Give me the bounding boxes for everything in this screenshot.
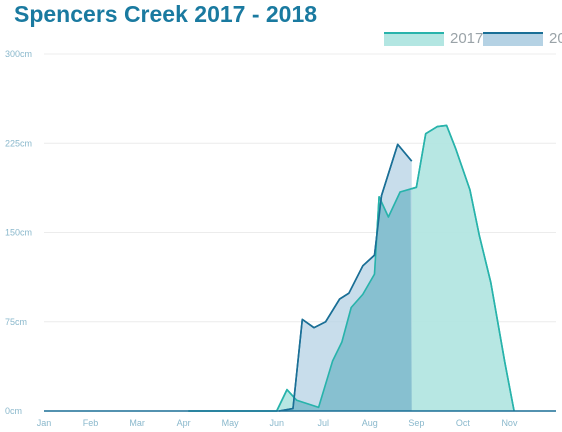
overlap-area <box>279 189 412 411</box>
y-tick-label: 75cm <box>5 317 27 327</box>
y-tick-label: 0cm <box>5 406 22 416</box>
x-tick-label: Aug <box>362 418 378 428</box>
legend-swatch-2018 <box>483 31 543 46</box>
legend-swatch-2017 <box>384 31 444 46</box>
x-tick-label: Feb <box>83 418 99 428</box>
x-tick-label: Jun <box>269 418 284 428</box>
legend-label-2018: 2018 <box>549 30 562 47</box>
legend-label-2017: 2017 <box>450 30 484 47</box>
series-2018-line-top <box>278 143 413 412</box>
x-tick-label: Sep <box>408 418 424 428</box>
chart-title: Spencers Creek 2017 - 2018 <box>14 1 318 27</box>
legend-item-2018[interactable]: 2018 <box>483 30 562 47</box>
x-tick-label: Apr <box>177 418 191 428</box>
series-2017-area <box>188 125 515 412</box>
legend-item-2017[interactable]: 2017 <box>384 30 483 47</box>
x-tick-label: Mar <box>129 418 145 428</box>
x-tick-label: Oct <box>456 418 471 428</box>
y-tick-label: 300cm <box>5 49 32 59</box>
x-tick-label: May <box>222 418 240 428</box>
x-tick-label: Jul <box>318 418 330 428</box>
x-tick-label: Nov <box>501 418 518 428</box>
y-tick-label: 225cm <box>5 138 32 148</box>
y-tick-label: 150cm <box>5 228 32 238</box>
x-tick-label: Jan <box>37 418 52 428</box>
